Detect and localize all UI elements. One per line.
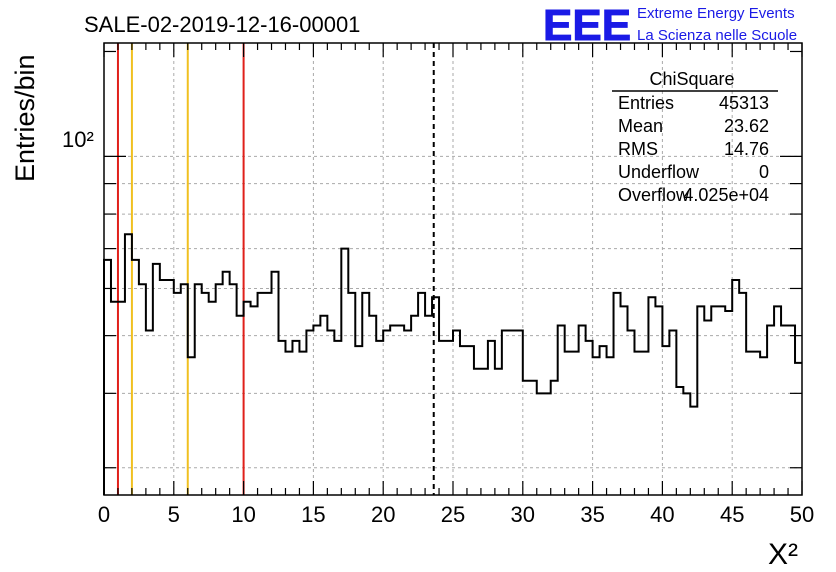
y-axis-label: Entries/bin	[10, 54, 40, 182]
stats-row-value: 45313	[719, 93, 769, 113]
x-axis-label: X²	[768, 538, 798, 571]
stats-rows: Entries 45313 Mean 23.62 RMS 14.76 Underflow 0 O…	[618, 93, 769, 205]
stats-box: ChiSquare Entries 45313 Mean 23.62 RMS 14.76 U…	[612, 69, 778, 205]
eee-logo-line1: Extreme Energy Events	[637, 5, 795, 22]
x-tick-label: 5	[168, 502, 180, 527]
x-tick-label: 50	[790, 502, 814, 527]
stats-row-value: 0	[759, 162, 769, 182]
eee-logo: EEE Extreme Energy Events La Scienza nel…	[543, 1, 798, 51]
stats-row-label: Entries	[618, 93, 674, 113]
stats-row-label: RMS	[618, 139, 658, 159]
x-tick-label: 40	[650, 502, 674, 527]
grid	[104, 43, 802, 495]
stats-row-value: 14.76	[724, 139, 769, 159]
axes-ticks: 0 5 10 15 20 25 30 35 40 45 50	[98, 43, 814, 527]
x-tick-label: 25	[441, 502, 465, 527]
x-tick-label: 20	[371, 502, 395, 527]
eee-logo-mark: EEE	[543, 1, 631, 50]
x-tick-label: 35	[580, 502, 604, 527]
histogram-outline	[103, 233, 802, 495]
x-tick-label: 45	[720, 502, 744, 527]
x-tick-label: 0	[98, 502, 110, 527]
y-tick-label: 10²	[62, 127, 94, 152]
x-tick-label: 15	[301, 502, 325, 527]
stats-row-value: 4.025e+04	[683, 185, 769, 205]
stats-title: ChiSquare	[649, 69, 734, 89]
stats-row-label: Underflow	[618, 162, 700, 182]
stats-row-value: 23.62	[724, 116, 769, 136]
chart-title: SALE-02-2019-12-16-00001	[84, 12, 360, 37]
stats-row-label: Mean	[618, 116, 663, 136]
marker-lines	[116, 43, 435, 495]
eee-logo-line2: La Scienza nelle Scuole	[637, 27, 797, 44]
stats-row-label: Overflow	[618, 185, 690, 205]
x-tick-label: 30	[511, 502, 535, 527]
x-tick-label: 10	[231, 502, 255, 527]
